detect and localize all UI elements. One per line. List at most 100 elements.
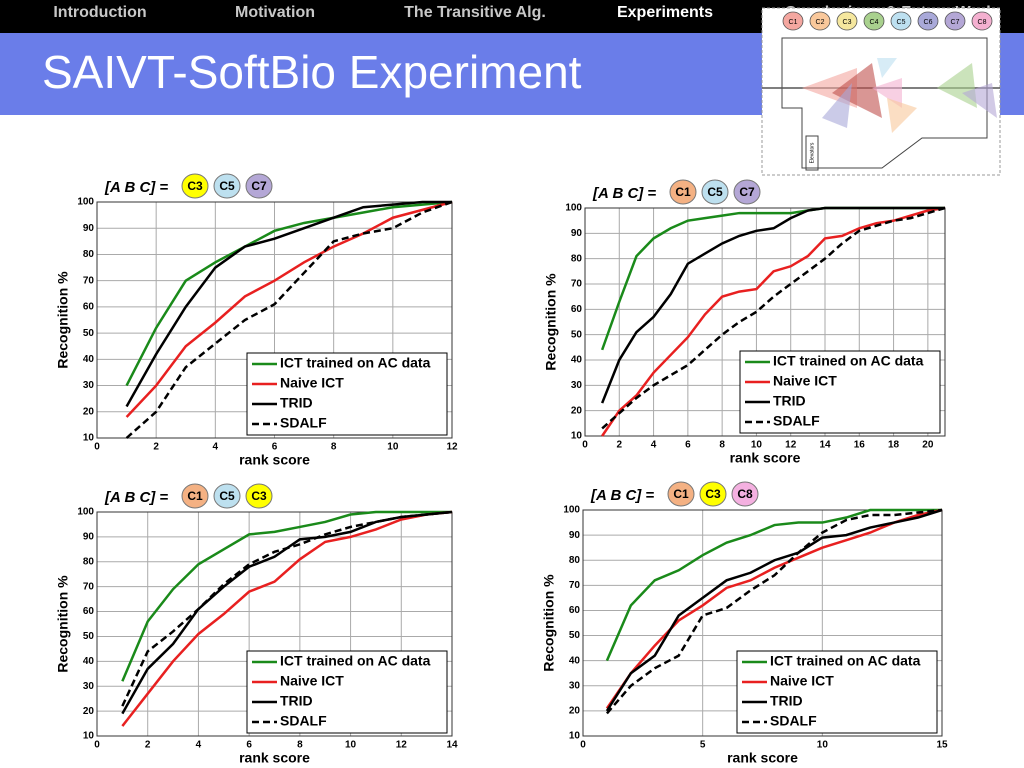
x-axis-label: rank score [727,750,798,766]
x-axis-label: rank score [239,452,310,468]
x-axis-label: rank score [239,750,310,766]
set-label: [A B C] = [592,185,656,202]
x-tick-label: 15 [936,740,948,751]
y-tick-label: 50 [571,329,583,340]
legend-label: TRID [280,693,313,709]
legend-label: SDALF [280,713,327,729]
camera-view [877,58,897,78]
camera-badge [863,11,885,31]
legend-box [739,350,941,434]
x-tick-label: 0 [582,440,588,451]
legend-label: ICT trained on AC data [280,653,431,669]
y-tick-label: 10 [571,431,583,442]
camera-badge [245,173,273,199]
y-tick-label: 80 [83,249,95,260]
plot-frame [96,201,453,439]
x-tick-label: 14 [446,740,458,751]
camera-badge [181,483,209,509]
y-tick-label: 40 [569,655,581,666]
camera-badge [836,11,858,31]
plot-frame [96,511,453,737]
camera-badge [667,481,695,507]
plot-frame [584,207,946,437]
y-tick-label: 20 [83,406,95,417]
camera-badge [669,179,697,205]
y-tick-label: 80 [569,555,581,566]
y-tick-label: 90 [83,532,95,543]
camera-badge [971,11,993,31]
camera-badge [699,481,727,507]
legend-label: Naive ICT [770,673,834,689]
camera-label: C1 [673,487,689,501]
y-tick-label: 20 [571,405,583,416]
series-line [125,200,453,418]
x-tick-label: 12 [446,442,458,453]
camera-label: C3 [251,489,267,503]
camera-label: C3 [705,487,721,501]
camera-view [937,63,977,108]
camera-label: C5 [219,179,235,193]
y-tick-label: 30 [571,380,583,391]
y-tick-label: 30 [569,680,581,691]
x-tick-label: 20 [922,440,934,451]
legend-label: Naive ICT [773,373,837,389]
set-label: [A B C] = [104,179,168,196]
legend-label: Naive ICT [280,375,344,391]
y-tick-label: 50 [83,631,95,642]
camera-badge [181,173,209,199]
camera-badge [731,481,759,507]
y-tick-label: 100 [565,203,582,214]
camera-label: C5 [219,489,235,503]
series-line [121,510,453,707]
legend-box [246,650,448,734]
camera-label: C1 [789,19,798,26]
y-tick-label: 60 [571,304,583,315]
y-tick-label: 80 [83,556,95,567]
camera-badge [213,483,241,509]
nav-item: Introduction [53,4,146,21]
y-tick-label: 100 [77,507,94,518]
camera-view [887,98,917,133]
camera-badge [213,173,241,199]
legend-label: Naive ICT [280,673,344,689]
series-line [125,200,453,439]
camera-label: C2 [816,19,825,26]
y-tick-label: 10 [83,731,95,742]
x-tick-label: 2 [145,740,151,751]
y-tick-label: 40 [83,354,95,365]
series-line [125,200,452,408]
legend-label: TRID [770,693,803,709]
y-tick-label: 100 [77,197,94,208]
legend-label: ICT trained on AC data [280,355,431,371]
x-tick-label: 18 [888,440,900,451]
y-tick-label: 90 [571,228,583,239]
set-label: [A B C] = [104,489,168,506]
camera-label: C6 [924,19,933,26]
series-line [125,200,453,387]
y-tick-label: 90 [569,530,581,541]
x-tick-label: 10 [751,440,763,451]
x-tick-label: 8 [719,440,725,451]
camera-badge [245,483,273,509]
y-tick-label: 40 [571,355,583,366]
camera-badge [733,179,761,205]
series-line [605,508,943,710]
legend-label: ICT trained on AC data [773,353,924,369]
camera-badge [917,11,939,31]
slide-title: SAIVT-SoftBio Experiment [42,46,582,98]
x-tick-label: 10 [345,740,357,751]
legend-box [736,650,938,734]
camera-label: C3 [187,179,203,193]
legend-label: TRID [773,393,806,409]
series-line [605,508,942,662]
x-tick-label: 5 [700,740,706,751]
plot-frame [582,509,943,737]
camera-badge [890,11,912,31]
set-label: [A B C] = [590,487,654,504]
y-tick-label: 50 [83,328,95,339]
x-tick-label: 16 [854,440,866,451]
x-tick-label: 8 [331,442,337,453]
legend-label: ICT trained on AC data [770,653,921,669]
legend-label: SDALF [280,415,327,431]
